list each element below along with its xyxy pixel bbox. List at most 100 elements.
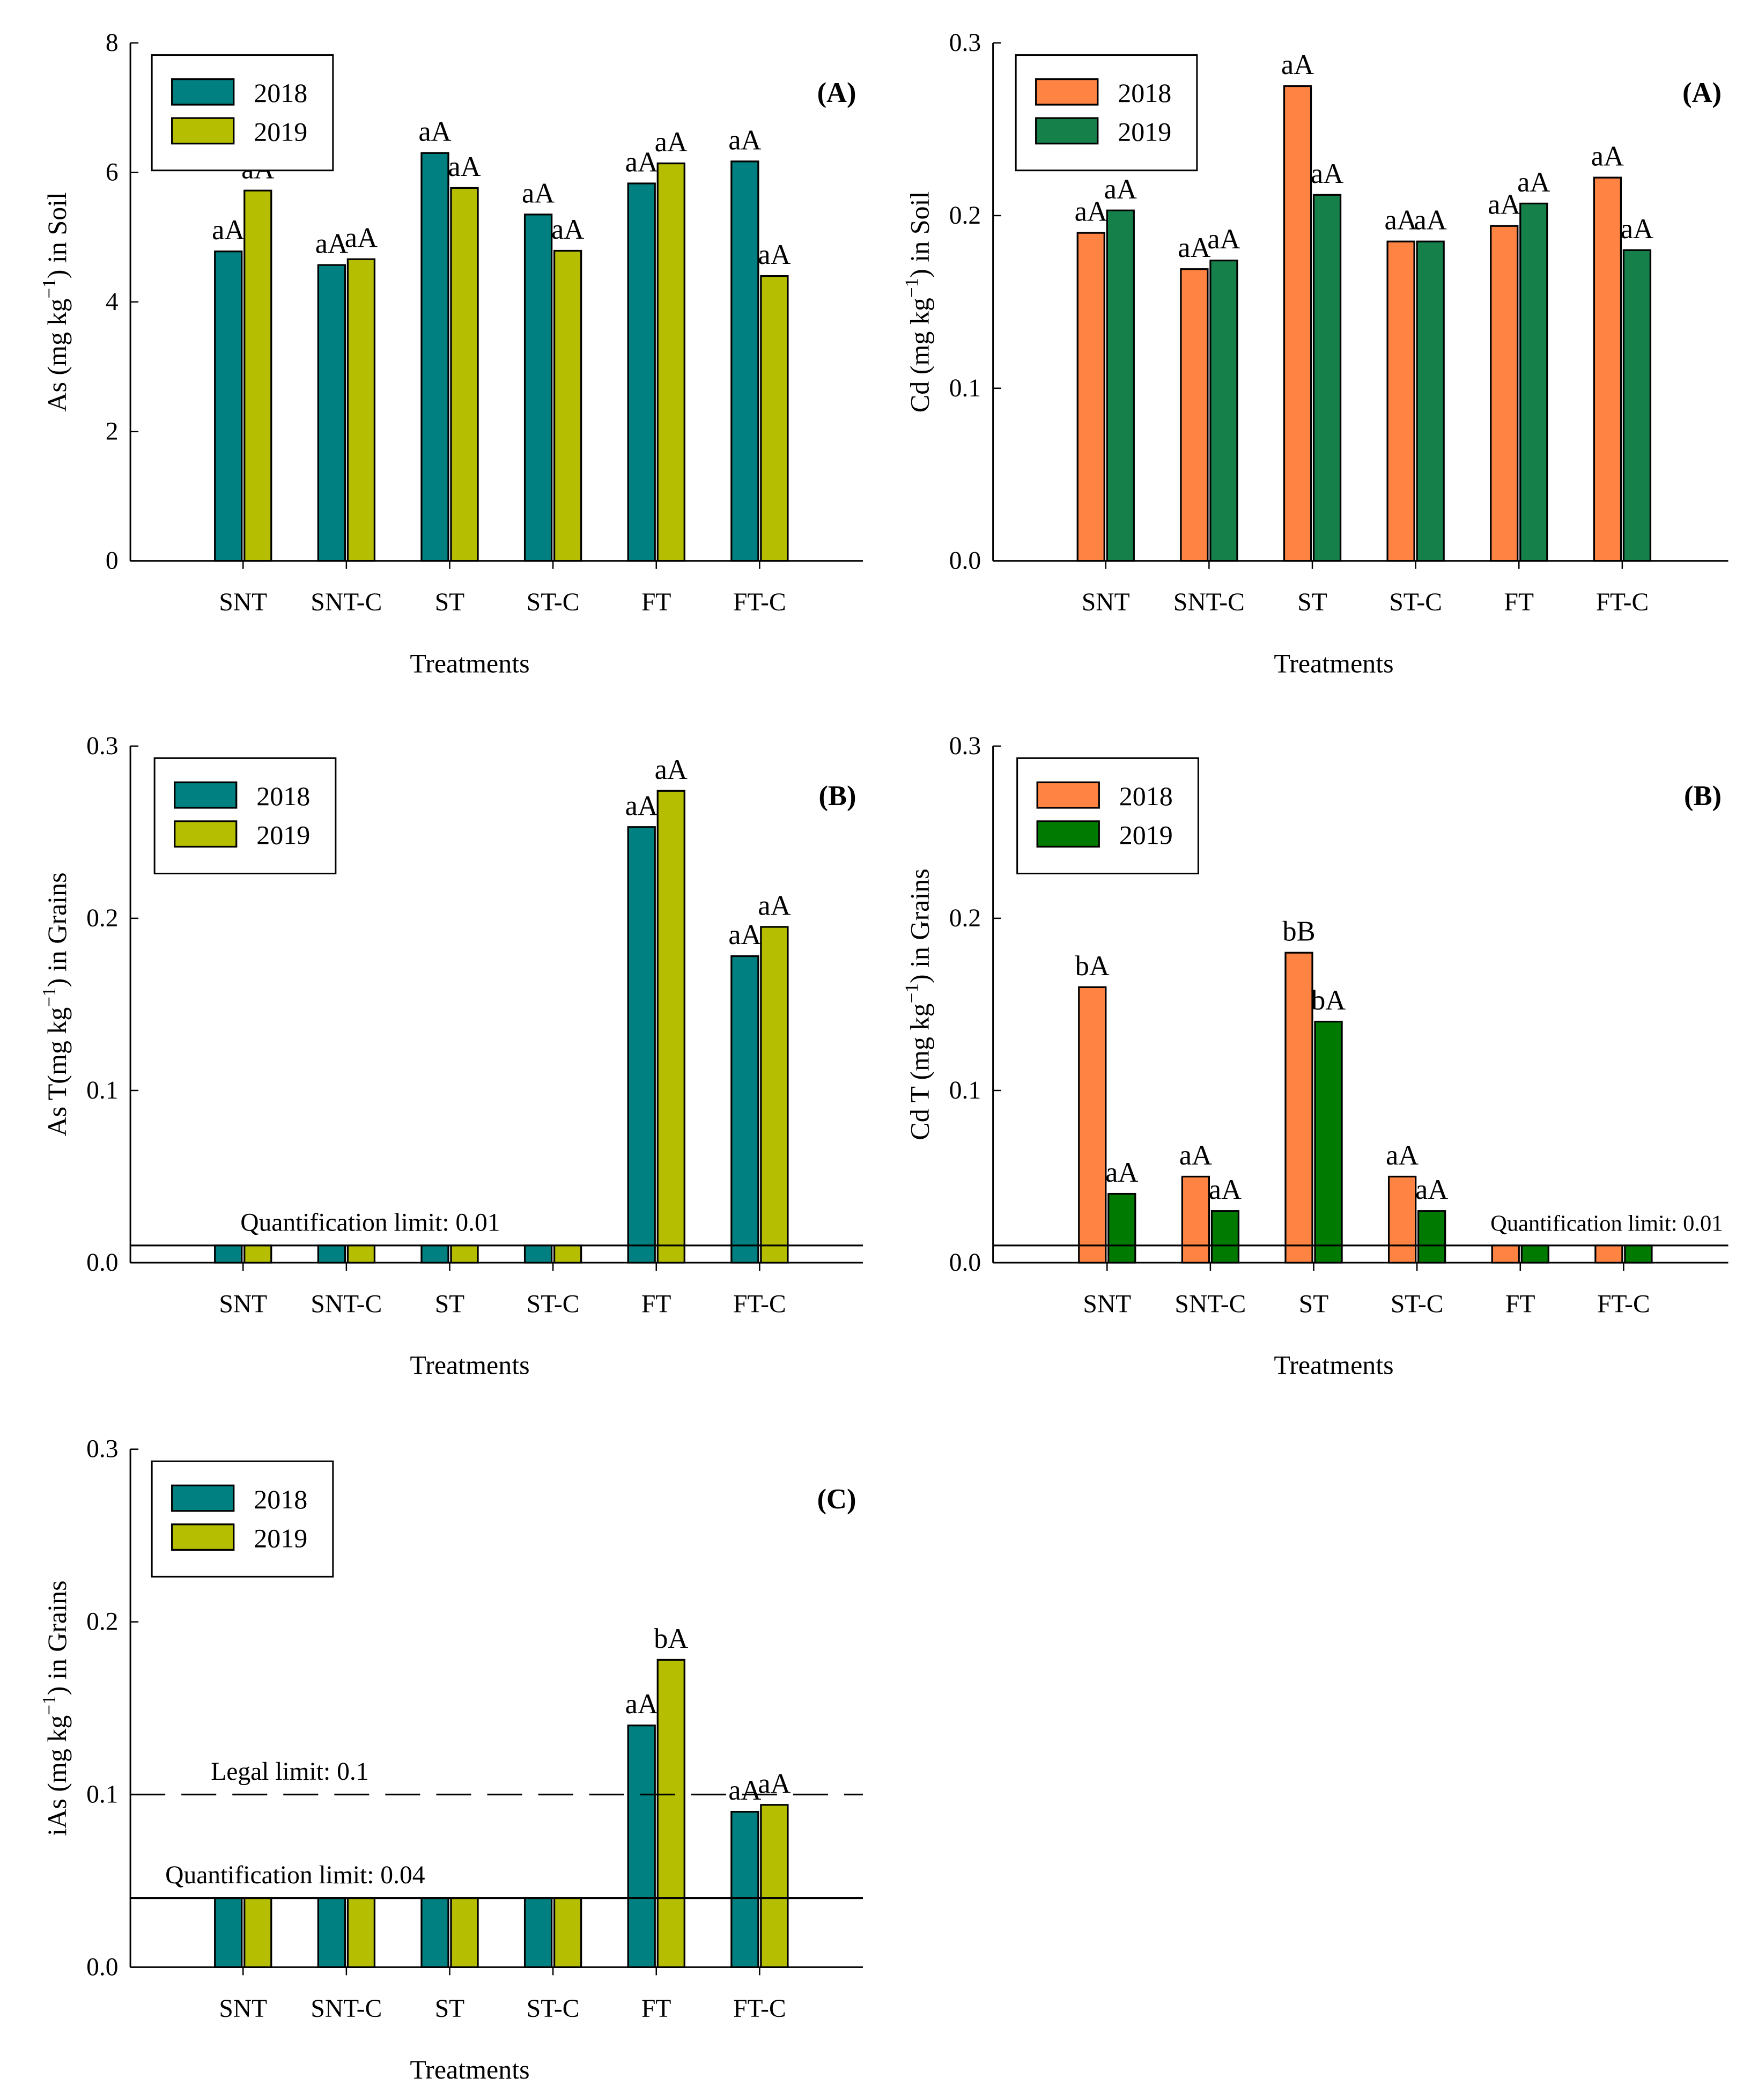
- x-tick-label: SNT: [219, 1291, 267, 1318]
- legend-swatch-2019: [171, 1523, 235, 1551]
- x-tick-label: FT-C: [733, 588, 786, 616]
- significance-letter: bA: [654, 1623, 688, 1654]
- legend-label: 2019: [254, 1523, 307, 1553]
- x-tick-label: FT: [1504, 588, 1534, 616]
- significance-letter: aA: [1385, 205, 1417, 236]
- legend-swatch-2018: [171, 1484, 235, 1512]
- bar-2019-ST: [1314, 1020, 1343, 1264]
- bar-2018-ST: [420, 1897, 449, 1968]
- bar-2019-SNT-C: [1210, 1210, 1240, 1264]
- y-axis-title-main: As T(mg kg: [42, 1007, 72, 1137]
- legend-box: [151, 1460, 334, 1578]
- significance-letter: aA: [1104, 174, 1137, 205]
- bar-2018-SNT-C: [1181, 1175, 1210, 1264]
- x-tick-label: SNT-C: [1175, 1291, 1246, 1318]
- bar-2019-FT-C: [760, 275, 789, 562]
- x-tick-label: SNT: [219, 588, 267, 616]
- bar-2018-ST: [1283, 85, 1312, 562]
- bar-2018-FT-C: [730, 160, 759, 562]
- significance-letter: aA: [1209, 1174, 1242, 1205]
- x-axis-title: Treatments: [410, 648, 529, 678]
- legend-label: 2019: [1119, 820, 1173, 850]
- bar-2018-FT: [627, 182, 656, 562]
- bar-2019-SNT-C: [346, 1244, 376, 1264]
- significance-letter: aA: [448, 151, 481, 182]
- bar-2019-ST: [450, 187, 479, 562]
- x-tick-label: SNT-C: [311, 1995, 382, 2023]
- legend-swatch-2019: [171, 117, 235, 145]
- bar-2019-ST-C: [1417, 1210, 1446, 1264]
- significance-letter: aA: [212, 215, 245, 246]
- significance-letter: aA: [1178, 232, 1210, 263]
- bar-2019-FT: [1519, 202, 1548, 562]
- x-tick-label: FT: [1505, 1291, 1535, 1318]
- y-axis-title-main: iAs (mg kg: [42, 1715, 72, 1836]
- bar-2018-ST-C: [523, 1244, 553, 1264]
- x-tick-label: FT: [641, 588, 671, 616]
- bar-2018-SNT: [1078, 986, 1107, 1264]
- reference-line-label: Quantification limit: 0.04: [165, 1861, 425, 1889]
- y-axis-title-main: Cd T (mg kg: [905, 1003, 935, 1140]
- significance-letter: aA: [728, 919, 761, 950]
- bar-2019-SNT: [243, 1897, 272, 1968]
- bar-2018-SNT: [214, 1897, 243, 1968]
- bar-2018-ST-C: [523, 213, 553, 562]
- y-axis-title-superscript: −1: [39, 278, 60, 298]
- significance-letter: aA: [1207, 224, 1240, 255]
- bar-2019-ST: [450, 1244, 479, 1264]
- legend-label: 2018: [254, 78, 307, 108]
- legend-swatch-2018: [1036, 781, 1100, 809]
- bar-2019-FT: [656, 162, 685, 562]
- y-tick-label: 0.0: [86, 1953, 118, 1981]
- significance-letter: aA: [345, 223, 378, 254]
- bar-2018-FT-C: [1593, 176, 1622, 562]
- y-axis-title: iAs (mg kg−1) in Grains: [39, 1580, 72, 1836]
- significance-letter: aA: [551, 214, 584, 245]
- x-tick-label: ST: [435, 1995, 464, 2023]
- x-tick-label: ST: [435, 1291, 464, 1318]
- bar-2018-SNT: [214, 1244, 243, 1264]
- significance-letter: aA: [728, 1775, 761, 1806]
- x-axis-title: Treatments: [1274, 1350, 1393, 1380]
- y-tick-label: 0.1: [86, 1780, 118, 1808]
- bar-2018-SNT: [1076, 232, 1105, 562]
- bar-2018-SNT-C: [317, 1244, 346, 1264]
- x-tick-label: ST: [1299, 1291, 1328, 1318]
- significance-letter: aA: [1488, 189, 1520, 220]
- reference-line-label: Quantification limit: 0.01: [1490, 1211, 1723, 1236]
- bar-2018-SNT-C: [317, 1897, 346, 1968]
- legend-box: [151, 54, 334, 172]
- bar-2019-ST: [450, 1897, 479, 1968]
- x-tick-label: ST-C: [527, 1291, 580, 1318]
- y-tick-label: 0.3: [949, 29, 981, 57]
- x-tick-label: FT-C: [1597, 1291, 1650, 1318]
- significance-letter: bA: [1075, 950, 1110, 982]
- significance-letter: aA: [315, 229, 348, 260]
- bar-2018-ST: [420, 1244, 449, 1264]
- bar-2019-FT-C: [760, 926, 789, 1264]
- legend-label: 2018: [254, 1484, 307, 1514]
- significance-letter: aA: [522, 178, 555, 209]
- bar-2018-SNT-C: [1180, 268, 1209, 562]
- y-tick-label: 0.3: [86, 732, 118, 760]
- significance-letter: aA: [758, 239, 791, 270]
- legend-label: 2019: [1118, 117, 1171, 147]
- panel-label: (B): [1684, 780, 1722, 812]
- legend-label: 2018: [1119, 781, 1173, 811]
- bar-2018-SNT: [214, 250, 243, 562]
- x-tick-label: ST-C: [1391, 1291, 1444, 1318]
- legend: 2018 2019: [1016, 757, 1199, 875]
- bar-2019-FT-C: [1622, 249, 1652, 562]
- bar-2018-SNT-C: [317, 264, 346, 562]
- panel-label: (A): [1682, 77, 1722, 108]
- bar-2018-ST: [1284, 952, 1313, 1264]
- y-axis-title-superscript: −1: [39, 1695, 60, 1715]
- significance-letter: aA: [1517, 167, 1550, 198]
- significance-letter: aA: [1179, 1140, 1212, 1171]
- significance-letter: aA: [1281, 49, 1314, 80]
- x-tick-label: SNT: [1083, 1291, 1131, 1318]
- x-tick-label: ST: [435, 588, 464, 616]
- y-tick-label: 0.0: [86, 1249, 118, 1277]
